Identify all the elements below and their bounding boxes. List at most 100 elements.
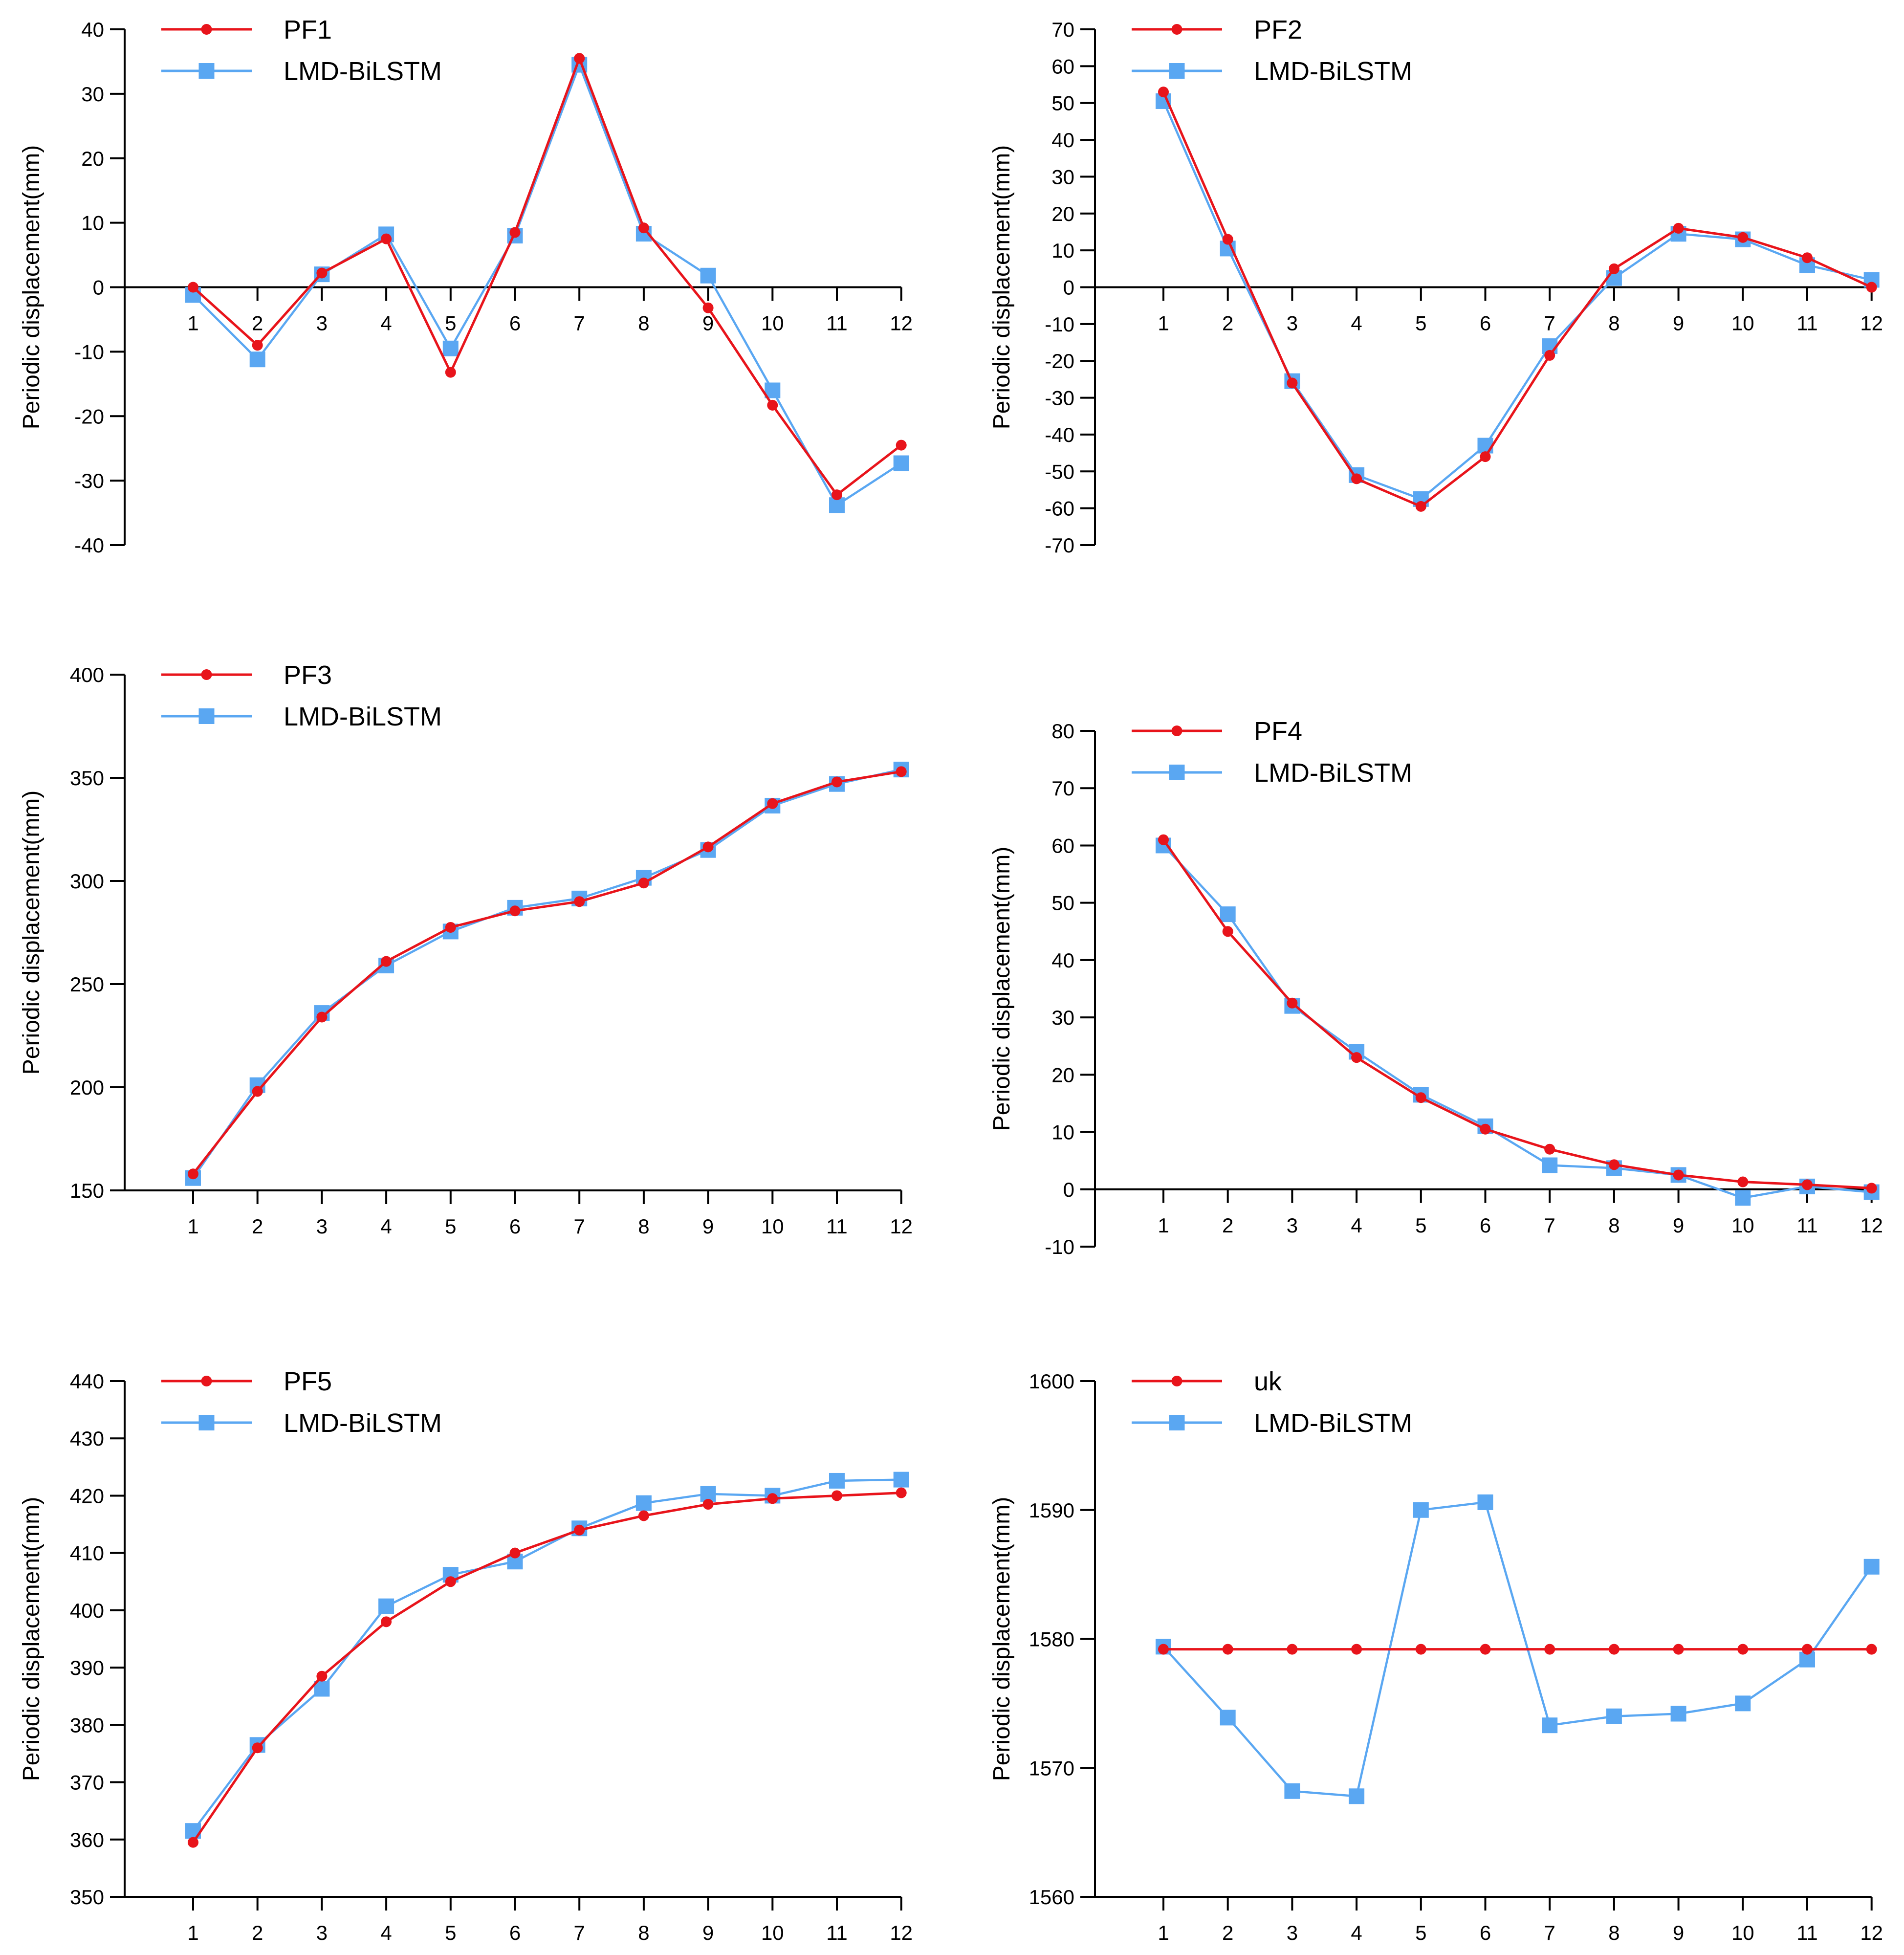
legend-marker-LMD-BiLSTM — [1169, 765, 1185, 780]
y-tick-label: 30 — [81, 83, 104, 106]
y-tick-label: -20 — [1045, 350, 1074, 373]
data-point-LMD-BiLSTM — [1349, 1788, 1365, 1804]
x-tick-label: 5 — [445, 312, 456, 335]
data-point-PF5 — [445, 1576, 456, 1587]
x-tick-label: 6 — [509, 1215, 521, 1238]
data-point-PF1 — [767, 399, 778, 411]
x-tick-label: 8 — [638, 1215, 649, 1238]
data-point-PF2 — [1480, 451, 1491, 462]
y-tick-label: 150 — [70, 1179, 104, 1202]
x-tick-label: 10 — [1731, 1921, 1754, 1944]
data-point-PF5 — [767, 1493, 778, 1504]
data-point-uk — [1480, 1644, 1491, 1655]
y-axis-label: Periodic displacement(mm) — [19, 145, 44, 430]
y-tick-label: 30 — [1051, 1006, 1074, 1029]
legend-label-LMD-BiLSTM: LMD-BiLSTM — [1254, 758, 1412, 788]
x-tick-label: 2 — [252, 1215, 263, 1238]
y-tick-label: 390 — [70, 1656, 104, 1679]
legend-marker-PF5 — [201, 1376, 212, 1386]
x-tick-label: 8 — [1608, 1921, 1619, 1944]
data-point-uk — [1737, 1644, 1749, 1655]
y-tick-label: -40 — [1045, 423, 1074, 446]
data-point-PF1 — [832, 489, 842, 501]
y-tick-label: -10 — [1045, 313, 1074, 336]
y-tick-label: 10 — [81, 212, 104, 235]
x-tick-label: 6 — [1480, 1214, 1491, 1237]
y-tick-label: 380 — [70, 1713, 104, 1736]
data-point-PF1 — [381, 233, 392, 244]
x-tick-label: 7 — [1544, 312, 1555, 335]
legend-label-LMD-BiLSTM: LMD-BiLSTM — [1254, 57, 1412, 86]
data-point-PF4 — [1415, 1092, 1426, 1103]
data-point-PF5 — [638, 1510, 649, 1521]
x-tick-label: 5 — [1415, 312, 1426, 335]
x-tick-label: 9 — [1673, 312, 1684, 335]
data-point-PF3 — [316, 1011, 328, 1023]
series-line-PF3 — [192, 770, 902, 1175]
x-tick-label: 6 — [509, 312, 521, 335]
y-tick-label: 50 — [1051, 92, 1074, 115]
legend-label-LMD-BiLSTM: LMD-BiLSTM — [284, 702, 442, 731]
data-point-PF2 — [1222, 234, 1233, 245]
data-point-PF3 — [188, 1168, 198, 1180]
data-point-uk — [1222, 1644, 1233, 1655]
y-tick-label: 20 — [1051, 1063, 1074, 1086]
data-point-PF2 — [1158, 87, 1169, 98]
data-point-PF1 — [509, 227, 521, 238]
x-tick-label: 3 — [1287, 1921, 1298, 1944]
data-point-PF5 — [832, 1490, 842, 1501]
series-line-LMD-BiLSTM — [1162, 844, 1872, 1199]
y-tick-label: -10 — [1045, 1235, 1074, 1258]
y-tick-label: 1600 — [1029, 1370, 1074, 1393]
data-point-PF1 — [702, 302, 714, 313]
x-tick-label: 7 — [1544, 1921, 1555, 1944]
y-tick-label: -60 — [1045, 497, 1074, 520]
y-tick-label: -70 — [1045, 534, 1074, 557]
data-point-PF3 — [252, 1086, 263, 1097]
x-tick-label: 7 — [574, 312, 585, 335]
data-point-PF1 — [188, 282, 198, 293]
data-point-PF5 — [188, 1837, 198, 1848]
y-tick-label: 20 — [1051, 202, 1074, 225]
data-point-LMD-BiLSTM — [1220, 906, 1236, 923]
y-tick-label: -20 — [74, 405, 104, 428]
data-point-LMD-BiLSTM — [1863, 1559, 1880, 1575]
data-point-PF5 — [381, 1616, 392, 1627]
y-tick-label: 400 — [70, 1599, 104, 1622]
y-tick-label: 60 — [1051, 55, 1074, 78]
y-axis-label: Periodic displacement(mm) — [19, 791, 44, 1075]
data-point-PF1 — [896, 439, 907, 451]
y-tick-label: 70 — [1051, 18, 1074, 41]
data-point-PF4 — [1737, 1176, 1749, 1187]
y-tick-label: 430 — [70, 1427, 104, 1450]
x-tick-label: 12 — [890, 1215, 913, 1238]
x-tick-label: 4 — [380, 312, 392, 335]
x-tick-label: 7 — [574, 1921, 585, 1944]
data-point-PF1 — [574, 53, 585, 64]
legend-marker-PF2 — [1171, 24, 1182, 35]
data-point-PF3 — [445, 922, 456, 933]
data-point-LMD-BiLSTM — [1413, 1502, 1429, 1518]
x-tick-label: 2 — [252, 1921, 263, 1944]
data-point-uk — [1158, 1644, 1169, 1655]
data-point-LMD-BiLSTM — [700, 267, 716, 284]
data-point-PF5 — [574, 1524, 585, 1536]
x-tick-label: 1 — [1158, 1921, 1169, 1944]
x-tick-label: 4 — [380, 1215, 392, 1238]
data-point-PF4 — [1480, 1123, 1491, 1135]
data-point-PF4 — [1351, 1052, 1362, 1063]
legend-label-PF4: PF4 — [1254, 717, 1302, 746]
x-tick-label: 3 — [316, 312, 328, 335]
series-line-PF4 — [1162, 839, 1872, 1189]
x-tick-label: 1 — [187, 1921, 198, 1944]
y-tick-label: 300 — [70, 870, 104, 893]
data-point-PF4 — [1544, 1143, 1555, 1155]
x-tick-label: 11 — [1796, 312, 1818, 335]
x-tick-label: 10 — [1731, 1214, 1754, 1237]
legend-label-PF1: PF1 — [284, 15, 332, 44]
series-line-LMD-BiLSTM — [192, 1478, 901, 1832]
x-tick-label: 1 — [187, 1215, 198, 1238]
